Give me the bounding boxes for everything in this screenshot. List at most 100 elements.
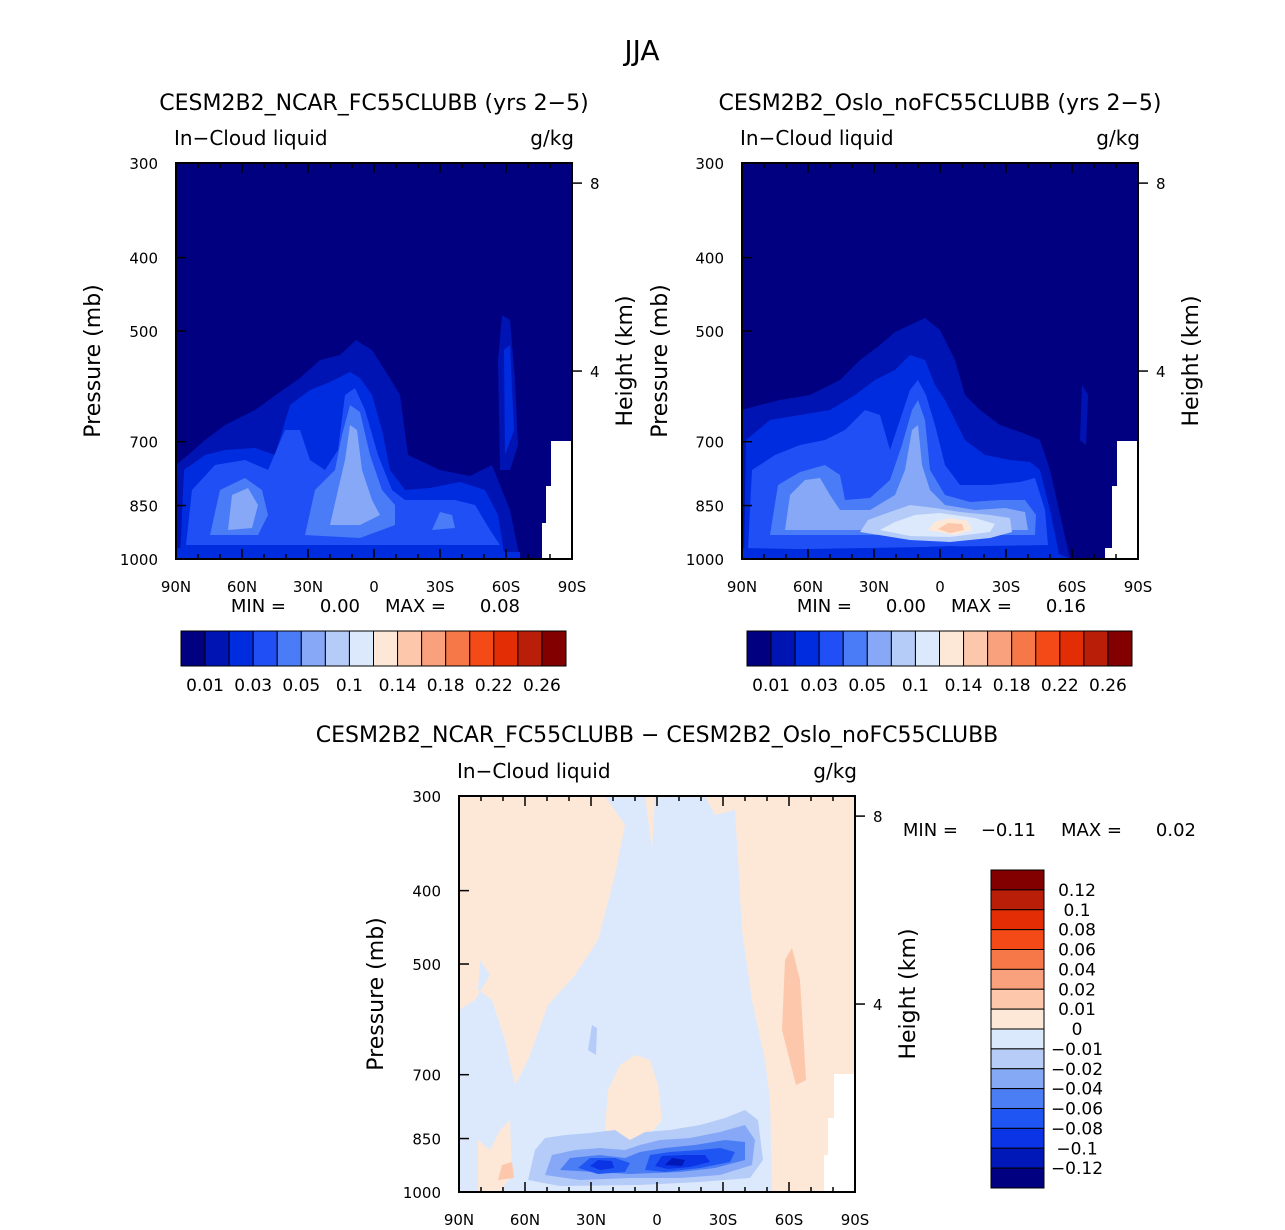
contour-field bbox=[742, 163, 1138, 559]
y-axis-right-label: Height (km) bbox=[613, 295, 638, 426]
contour-field bbox=[176, 163, 572, 559]
colorbar-swatch bbox=[990, 889, 1045, 911]
colorbar-swatch bbox=[300, 630, 326, 667]
contour-level-4 bbox=[770, 400, 1036, 535]
colorbar-swatch bbox=[890, 630, 916, 667]
colorbar-swatch bbox=[990, 929, 1045, 950]
contour-level-9 bbox=[938, 523, 964, 533]
x-tick-label: 90S bbox=[841, 1211, 870, 1229]
colorbar-swatch bbox=[445, 630, 471, 667]
y-right-tick-label: 8 bbox=[1156, 175, 1166, 193]
contour-field bbox=[459, 796, 855, 1192]
colorbar-swatch bbox=[914, 630, 940, 667]
colorbar-swatch bbox=[990, 1008, 1045, 1030]
colorbar-swatch bbox=[990, 909, 1045, 931]
min-label: MIN = bbox=[231, 596, 286, 617]
colorbar-swatch bbox=[541, 630, 567, 667]
min-value: −0.11 bbox=[981, 820, 1036, 841]
y-tick-label: 500 bbox=[695, 323, 724, 341]
min-value: 0.00 bbox=[320, 596, 360, 617]
x-tick-label: 90N bbox=[727, 578, 757, 596]
y-tick-label: 850 bbox=[129, 498, 158, 516]
colorbar-label: −0.02 bbox=[1051, 1060, 1103, 1080]
contour-level-neg-10 bbox=[665, 1158, 685, 1166]
y-tick-label: 500 bbox=[129, 323, 158, 341]
colorbar-swatch bbox=[324, 630, 350, 667]
contour-level-pos-medium-2 bbox=[782, 948, 806, 1085]
max-label: MAX = bbox=[951, 596, 1012, 617]
min-label: MIN = bbox=[903, 820, 958, 841]
colorbar-swatch bbox=[990, 1108, 1045, 1129]
colorbar-label: −0.1 bbox=[1056, 1139, 1097, 1159]
max-label: MAX = bbox=[385, 596, 446, 617]
colorbar-label: 0.01 bbox=[752, 676, 790, 696]
colorbar-swatch bbox=[1059, 630, 1085, 667]
y-right-tick-label: 8 bbox=[590, 175, 600, 193]
colorbar-swatch bbox=[204, 630, 230, 667]
panel-ncar: CESM2B2_NCAR_FC55CLUBB (yrs 2−5) In−Clou… bbox=[81, 91, 638, 696]
panel-difference: CESM2B2_NCAR_FC55CLUBB − CESM2B2_Oslo_no… bbox=[316, 723, 1196, 1229]
panel-title: CESM2B2_NCAR_FC55CLUBB − CESM2B2_Oslo_no… bbox=[316, 723, 999, 748]
colorbar-label: 0.02 bbox=[1058, 980, 1096, 1000]
x-tick-label: 60S bbox=[1058, 578, 1087, 596]
colorbar-label: −0.08 bbox=[1051, 1119, 1103, 1139]
colorbar-swatch bbox=[987, 630, 1013, 667]
colorbar-swatch bbox=[866, 630, 892, 667]
colorbar-label: 0.1 bbox=[1063, 901, 1090, 921]
colorbar-swatch bbox=[373, 630, 399, 667]
colorbar-label: 0.22 bbox=[1041, 676, 1079, 696]
y-tick-label: 1000 bbox=[403, 1184, 441, 1202]
y-tick-label: 700 bbox=[412, 1067, 441, 1085]
colorbar-swatch bbox=[421, 630, 447, 667]
colorbar-label: 0.1 bbox=[902, 676, 929, 696]
contour-level-5b bbox=[330, 425, 380, 525]
x-tick-label: 60S bbox=[492, 578, 521, 596]
colorbar-label: 0.05 bbox=[848, 676, 886, 696]
units-label: g/kg bbox=[1096, 126, 1140, 150]
field-label: In−Cloud liquid bbox=[740, 126, 894, 150]
missing-region-2 bbox=[828, 1118, 835, 1192]
colorbar-swatch bbox=[990, 1147, 1045, 1169]
colorbar-label: 0.12 bbox=[1058, 881, 1096, 901]
colorbar-label: 0.22 bbox=[475, 676, 513, 696]
y-right-tick-label: 4 bbox=[590, 363, 600, 381]
colorbar-swatch bbox=[990, 1127, 1045, 1149]
colorbar-swatch bbox=[348, 630, 374, 667]
colorbar-swatch bbox=[794, 630, 820, 667]
colorbar-swatch bbox=[397, 630, 423, 667]
x-tick-label: 0 bbox=[369, 578, 379, 596]
colorbar-swatch bbox=[990, 988, 1045, 1010]
colorbar-swatch bbox=[469, 630, 495, 667]
colorbar-swatch bbox=[990, 949, 1045, 970]
field-label: In−Cloud liquid bbox=[457, 759, 611, 783]
colorbar-swatch bbox=[842, 630, 868, 667]
contour-level-2b bbox=[504, 345, 514, 455]
y-tick-label: 850 bbox=[695, 498, 724, 516]
max-label: MAX = bbox=[1061, 820, 1122, 841]
contour-surface bbox=[176, 548, 520, 559]
colorbar-swatch bbox=[517, 630, 543, 667]
max-value: 0.08 bbox=[480, 596, 520, 617]
colorbar-swatch bbox=[990, 1048, 1045, 1070]
missing-region-3 bbox=[824, 1155, 829, 1192]
colorbar-label: 0.18 bbox=[427, 676, 465, 696]
figure-title: JJA bbox=[622, 34, 659, 67]
colorbar-label: 0.14 bbox=[379, 676, 417, 696]
y-tick-label: 400 bbox=[129, 250, 158, 268]
colorbar-swatch bbox=[818, 630, 844, 667]
contour-level-5 bbox=[785, 425, 1028, 530]
x-tick-label: 30S bbox=[426, 578, 455, 596]
y-axis-label: Pressure (mb) bbox=[648, 284, 673, 438]
colorbar-label: 0.26 bbox=[523, 676, 561, 696]
colorbar-label: 0.08 bbox=[1058, 921, 1096, 941]
y-tick-label: 300 bbox=[412, 788, 441, 806]
x-tick-label: 90S bbox=[1124, 578, 1153, 596]
x-tick-label: 0 bbox=[652, 1211, 662, 1229]
colorbar-swatch bbox=[228, 630, 254, 667]
contour-level-pos-small-2 bbox=[605, 1055, 662, 1140]
x-tick-label: 90N bbox=[161, 578, 191, 596]
y-right-tick-label: 4 bbox=[1156, 363, 1166, 381]
y-tick-label: 1000 bbox=[120, 551, 158, 569]
x-tick-label: 30N bbox=[576, 1211, 606, 1229]
y-axis-right-label: Height (km) bbox=[896, 928, 921, 1059]
